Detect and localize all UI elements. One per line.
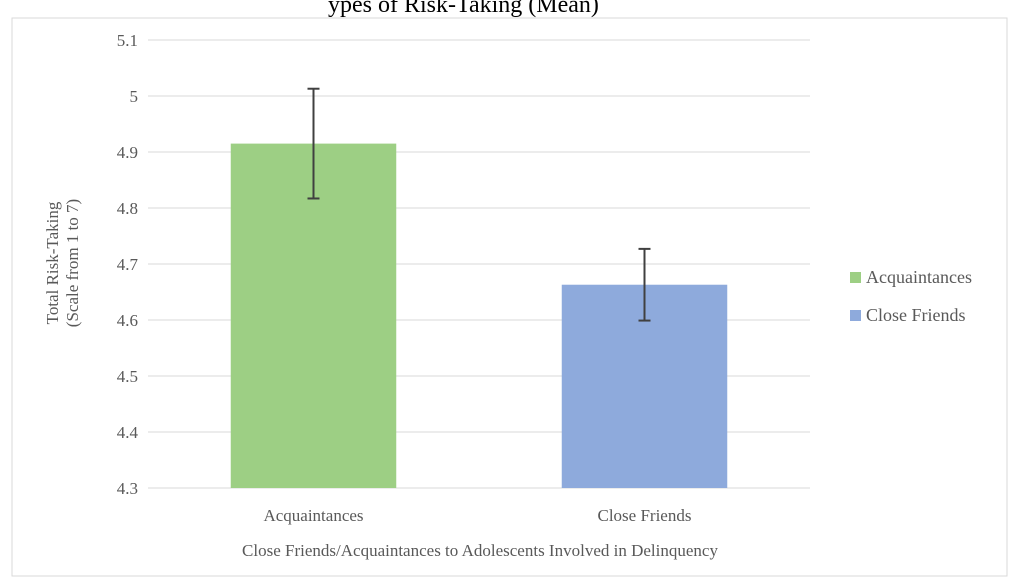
x-tick-label: Close Friends [598,506,692,525]
y-tick-labels: 5.1 5 4.9 4.8 4.7 4.6 4.5 4.4 4.3 [117,31,139,498]
x-tick-labels: Acquaintances Close Friends [263,506,691,525]
x-tick-label: Acquaintances [263,506,363,525]
y-axis-label-line1: Total Risk-Taking [43,201,62,324]
legend-label: Close Friends [866,305,966,325]
legend-label: Acquaintances [866,267,972,287]
y-tick-label: 4.8 [117,199,138,218]
y-tick-label: 5 [130,87,139,106]
bars [230,143,728,488]
y-tick-label: 4.4 [117,423,139,442]
y-tick-label: 4.9 [117,143,138,162]
y-tick-label: 5.1 [117,31,138,50]
legend-swatch [850,272,861,283]
y-tick-label: 4.5 [117,367,138,386]
chart-border [11,17,1008,577]
error-bars [307,87,651,322]
y-tick-label: 4.7 [117,255,139,274]
chart-title: ypes of Risk-Taking (Mean) [328,0,599,18]
legend-swatch [850,310,861,321]
y-tick-label: 4.6 [117,311,138,330]
x-axis-label: Close Friends/Acquaintances to Adolescen… [242,541,718,560]
bar-acquaintances [230,143,397,488]
y-tick-label: 4.3 [117,479,138,498]
y-axis-label-line2: (Scale from 1 to 7) [63,199,82,327]
legend: Acquaintances Close Friends [850,267,972,325]
